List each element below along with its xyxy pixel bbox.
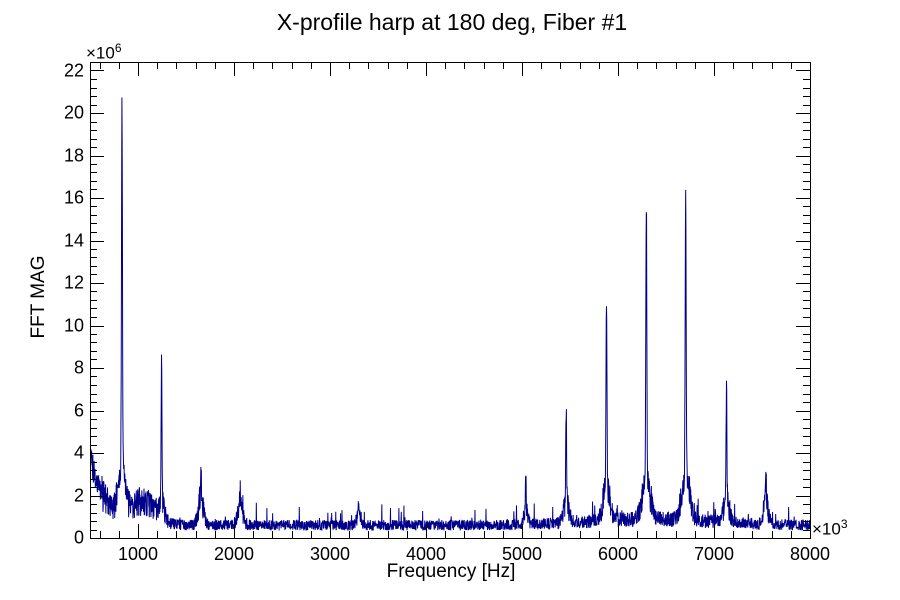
y-tick-label: 12 — [63, 272, 84, 293]
y-tick-label: 20 — [63, 102, 84, 123]
y-exponent-sup: 6 — [114, 41, 122, 55]
x-tick-label: 7000 — [693, 544, 735, 564]
y-tick-label: 4 — [73, 442, 84, 463]
y-tick-label: 0 — [73, 527, 84, 548]
y-tick-label: 16 — [63, 187, 84, 208]
y-exponent-base: ×10 — [86, 43, 115, 63]
x-exponent-base: ×10 — [812, 519, 841, 539]
y-tick-label: 18 — [63, 145, 84, 165]
x-tick-label: 4000 — [405, 544, 447, 564]
y-tick-label: 14 — [63, 230, 84, 250]
x-tick-label: 6000 — [597, 544, 639, 564]
x-tick-label: 8000 — [789, 544, 831, 564]
x-tick-label: 2000 — [213, 544, 255, 564]
y-tick-label: 6 — [73, 400, 84, 420]
y-tick-label: 10 — [63, 315, 84, 335]
x-exponent-sup: 3 — [840, 517, 848, 531]
chart-title: X-profile harp at 180 deg, Fiber #1 — [276, 9, 628, 35]
x-tick-label: 5000 — [501, 544, 543, 564]
y-axis-exponent: ×106 — [86, 41, 122, 64]
y-tick-label: 8 — [73, 357, 84, 378]
y-tick-label: 22 — [63, 60, 84, 80]
x-axis-exponent: ×103 — [812, 517, 848, 540]
x-axis-title: Frequency [Hz] — [386, 561, 516, 582]
x-tick-label: 1000 — [117, 544, 159, 564]
y-tick-label: 2 — [73, 485, 84, 505]
x-tick-label: 3000 — [309, 544, 351, 564]
